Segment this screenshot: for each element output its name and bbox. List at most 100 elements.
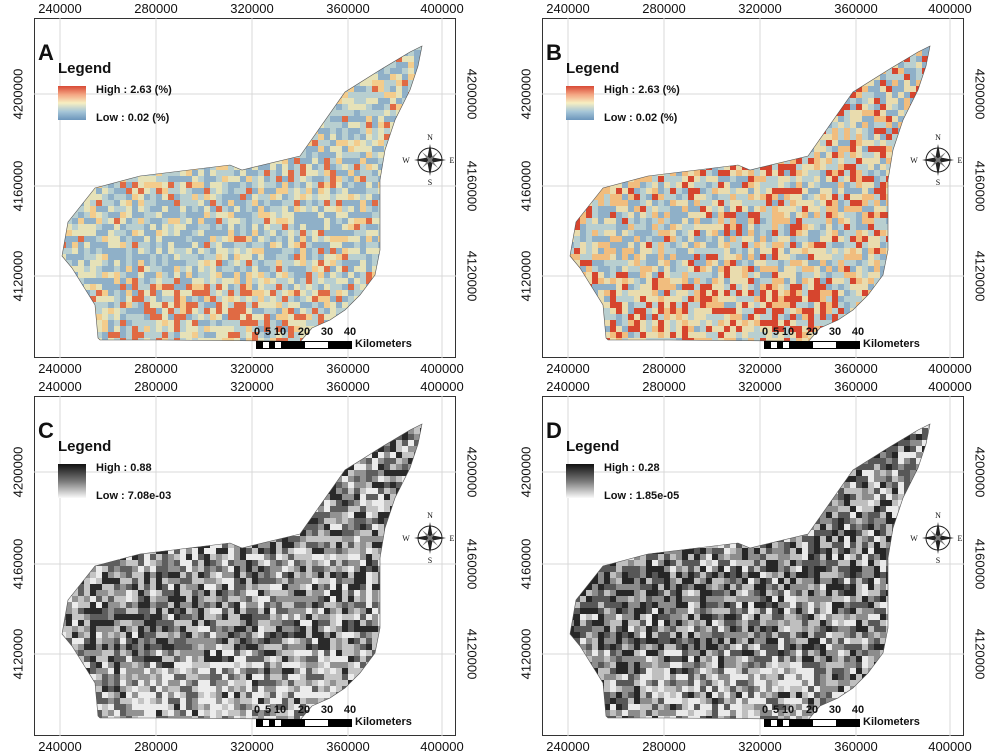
compass-label-s: S	[428, 556, 432, 565]
scale-bar-segment	[777, 720, 783, 726]
x-tick-label-top: 400000	[928, 1, 972, 16]
y-tick-label-left: 4200000	[10, 68, 26, 120]
x-tick-label-top: 320000	[230, 1, 274, 16]
compass-label-s: S	[936, 178, 940, 187]
legend-low-label: Low : 0.02 (%)	[604, 112, 678, 124]
scale-bar-segment	[813, 720, 836, 726]
legend-high-label: High : 0.28	[604, 462, 660, 474]
north-arrow-icon: N S E W	[402, 133, 454, 187]
map-canvas: N S E W	[542, 18, 964, 358]
study-area-outline	[569, 423, 931, 721]
study-area-outline	[569, 45, 931, 343]
scale-bar-segment	[771, 342, 777, 348]
scale-bar-segment	[789, 342, 813, 348]
scale-bar-segment	[269, 720, 275, 726]
x-tick-label-bottom: 360000	[834, 739, 878, 754]
panel-letter: D	[546, 418, 562, 443]
north-arrow-icon: N S E W	[910, 511, 962, 565]
scale-bar-segment	[263, 342, 269, 348]
y-tick-label-left: 4120000	[518, 628, 534, 680]
scale-number: 30	[320, 704, 334, 716]
panel-letter: C	[38, 418, 54, 443]
scale-bar-segment	[765, 720, 771, 726]
scale-bar-segment	[783, 720, 789, 726]
x-tick-label-top: 240000	[546, 379, 590, 394]
compass-label-n: N	[427, 511, 433, 520]
scale-number: 20	[297, 326, 311, 338]
legend-low-label: Low : 0.02 (%)	[96, 112, 170, 124]
scale-bar-segment	[281, 342, 305, 348]
panel-letter: B	[546, 40, 562, 65]
x-tick-label-bottom: 240000	[546, 361, 590, 376]
compass-label-e: E	[450, 156, 455, 165]
x-tick-label-bottom: 280000	[642, 739, 686, 754]
x-tick-label-bottom: 240000	[546, 739, 590, 754]
legend-color-ramp	[566, 86, 594, 120]
x-tick-label-bottom: 320000	[230, 739, 274, 754]
y-tick-label-left: 4200000	[518, 446, 534, 498]
scale-bar-segment	[836, 342, 859, 348]
scale-bar-segment	[305, 720, 328, 726]
map-panel-d: N S E W 240000 240000 280000 280000 320000 320000…	[508, 378, 998, 754]
legend-high-label: High : 0.88	[96, 462, 152, 474]
x-tick-label-top: 360000	[326, 1, 370, 16]
compass-label-s: S	[936, 556, 940, 565]
x-tick-label-bottom: 400000	[420, 361, 464, 376]
y-tick-label-right: 4200000	[464, 68, 480, 120]
legend-low-label: Low : 1.85e-05	[604, 490, 680, 502]
x-tick-label-top: 280000	[134, 1, 178, 16]
scale-number: 20	[805, 326, 819, 338]
compass-label-e: E	[450, 534, 455, 543]
y-tick-label-right: 4120000	[464, 250, 480, 302]
compass-label-w: W	[910, 156, 918, 165]
x-tick-label-bottom: 280000	[134, 739, 178, 754]
y-tick-label-left: 4160000	[518, 538, 534, 590]
compass-label-w: W	[402, 534, 410, 543]
compass-label-n: N	[935, 133, 941, 142]
legend-color-ramp	[58, 86, 86, 120]
scale-number: 5	[264, 704, 272, 716]
y-tick-label-left: 4160000	[518, 160, 534, 212]
x-tick-label-bottom: 320000	[738, 361, 782, 376]
scale-number: 40	[851, 326, 865, 338]
scale-bar	[764, 341, 860, 349]
map-panel-c: N S E W 240000 240000 280000 280000 320000 320000…	[0, 378, 490, 754]
x-tick-label-bottom: 360000	[834, 361, 878, 376]
x-tick-label-bottom: 280000	[642, 361, 686, 376]
scale-bar-segment	[836, 720, 859, 726]
compass-label-e: E	[958, 156, 963, 165]
scale-bar-segment	[281, 720, 305, 726]
legend-title: Legend	[566, 60, 620, 77]
scale-bar-segment	[813, 342, 836, 348]
y-tick-label-left: 4120000	[10, 628, 26, 680]
x-tick-label-bottom: 320000	[230, 361, 274, 376]
x-tick-label-bottom: 360000	[326, 361, 370, 376]
y-tick-label-right: 4160000	[972, 538, 988, 590]
legend-color-ramp	[566, 464, 594, 498]
map-panel-a: N S E W 240000 240000 280000 280000 320000 320000…	[0, 0, 490, 376]
scale-number: 30	[828, 704, 842, 716]
x-tick-label-top: 360000	[834, 1, 878, 16]
compass-label-e: E	[958, 534, 963, 543]
scale-bar-segment	[328, 720, 351, 726]
compass-label-w: W	[910, 534, 918, 543]
scale-number: 10	[273, 326, 287, 338]
compass-label-n: N	[935, 511, 941, 520]
x-tick-label-top: 360000	[326, 379, 370, 394]
x-tick-label-bottom: 360000	[326, 739, 370, 754]
scale-bar-segment	[305, 342, 328, 348]
scale-number: 40	[343, 704, 357, 716]
x-tick-label-top: 320000	[738, 379, 782, 394]
x-tick-label-top: 280000	[642, 379, 686, 394]
legend-high-label: High : 2.63 (%)	[604, 84, 680, 96]
legend-color-ramp	[58, 464, 86, 498]
map-canvas: N S E W	[34, 18, 456, 358]
legend-low-label: Low : 7.08e-03	[96, 490, 172, 502]
scale-number: 40	[851, 704, 865, 716]
north-arrow-icon: N S E W	[402, 511, 454, 565]
scale-bar-segment	[328, 342, 351, 348]
scale-number: 20	[297, 704, 311, 716]
scale-bar	[764, 719, 860, 727]
legend-title: Legend	[58, 60, 112, 77]
scale-bar-segment	[257, 720, 263, 726]
